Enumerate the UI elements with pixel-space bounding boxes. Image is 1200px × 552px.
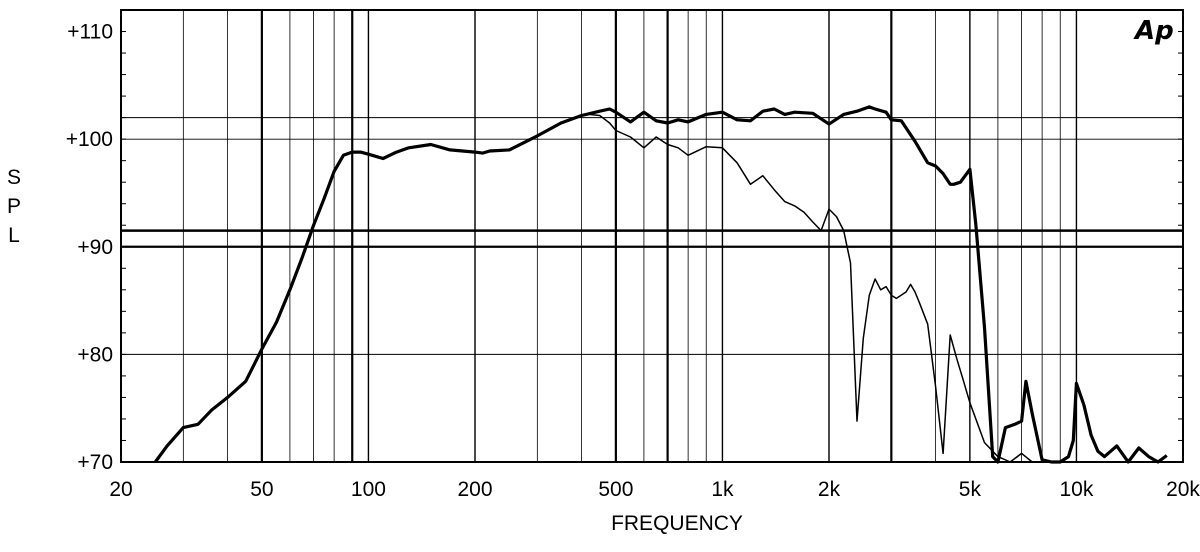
series-line-thin	[589, 113, 1033, 463]
y-tick-labels: +70 +80 +90 +100 +110	[66, 21, 113, 474]
x-tick-label: 200	[457, 478, 492, 501]
x-tick-label: 500	[598, 478, 633, 501]
x-axis-title: FREQUENCY	[611, 512, 743, 535]
y-tick-label: +80	[77, 343, 113, 366]
plot-frame	[120, 9, 1184, 463]
y-tick-label: +90	[77, 236, 113, 259]
x-tick-label: 1k	[711, 478, 734, 501]
y-axis-title-letter: S	[7, 166, 21, 189]
ap-logo: Ap	[1133, 16, 1174, 46]
y-tick-label: +70	[77, 451, 113, 474]
y-tick-label: +100	[66, 128, 113, 151]
series-line-thick	[154, 105, 1168, 464]
x-tick-label: 2k	[818, 478, 841, 501]
x-tick-label: 50	[250, 478, 273, 501]
x-tick-label: 5k	[959, 478, 982, 501]
x-tick-label: 20	[109, 478, 132, 501]
y-tick-label: +110	[67, 21, 113, 44]
x-tick-label: 100	[351, 478, 386, 501]
x-tick-label: 10k	[1060, 478, 1094, 501]
x-tick-label: 20k	[1166, 478, 1200, 501]
y-axis-title-letter: P	[7, 195, 21, 218]
y-axis-title-letter: L	[8, 224, 20, 247]
x-tick-labels: 20 50 100 200 500 1k 2k 5k 10k 20k	[109, 478, 1200, 501]
chart-series	[154, 105, 1168, 464]
